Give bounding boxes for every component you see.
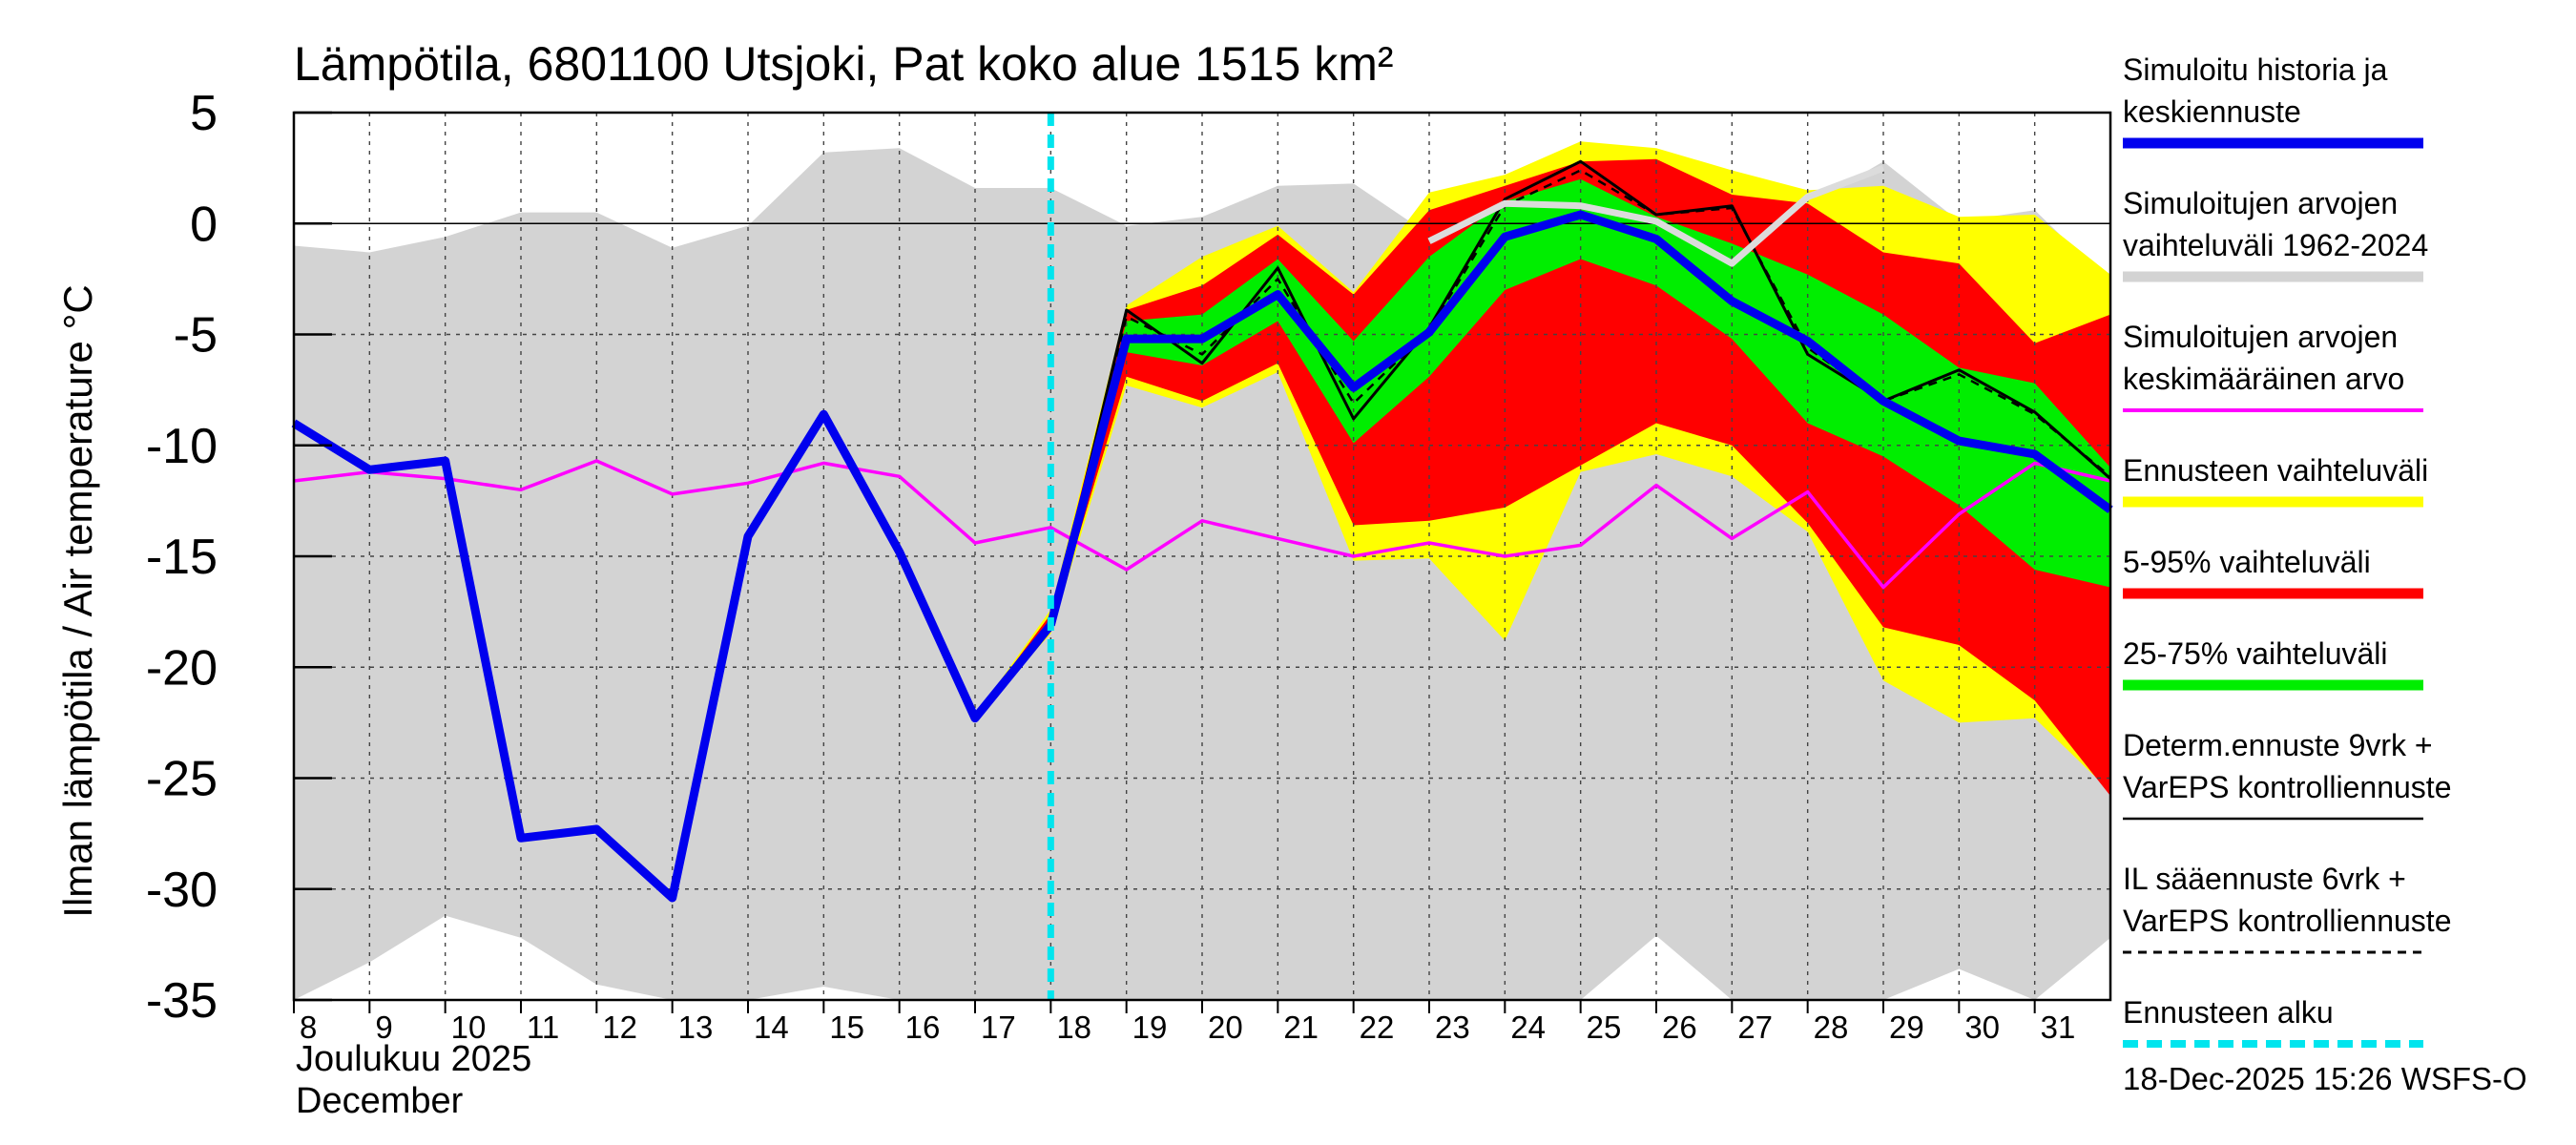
series-lines [291,113,2113,1000]
x-tick-label: 13 [678,1010,714,1045]
y-tick-label: -15 [146,530,218,585]
month-label-en: December [296,1081,464,1121]
series-line-4 [1046,210,2113,627]
y-tick-label: -5 [174,308,218,364]
x-tick-label: 14 [754,1010,789,1045]
x-tick-label: 23 [1435,1010,1470,1045]
x-tick-label: 31 [2041,1010,2076,1045]
series-line-0 [293,459,2111,590]
series-line-3 [291,409,1054,903]
x-tick-label: 15 [829,1010,864,1045]
legend-label: 25-75% vaihteluväli [2123,636,2388,671]
x-tick-label: 29 [1889,1010,1924,1045]
x-tick-label: 18 [1056,1010,1091,1045]
legend-label: vaihteluväli 1962-2024 [2123,228,2428,262]
x-tick-label: 24 [1510,1010,1546,1045]
x-tick-label: 16 [905,1010,941,1045]
legend-label: IL sääennuste 6vrk + [2123,862,2406,896]
month-label-fi: Joulukuu 2025 [296,1039,531,1079]
x-tick-label: 11 [527,1010,559,1045]
x-tick-label: 17 [981,1010,1016,1045]
y-tick-label: -30 [146,863,218,918]
x-tick-label: 12 [602,1010,637,1045]
x-tick-label: 30 [1964,1010,2000,1045]
legend-label: 5-95% vaihteluväli [2123,545,2371,579]
x-tick-label: 19 [1132,1010,1168,1045]
x-tick-label: 21 [1283,1010,1319,1045]
legend-label: keskiennuste [2123,94,2301,129]
legend-label: Simuloitujen arvojen [2123,186,2398,220]
chart-title: Lämpötila, 6801100 Utsjoki, Pat koko alu… [294,37,1394,91]
x-tick-label: 20 [1208,1010,1243,1045]
y-axis: 5 0 -5 -10 -15 -20 -25 -30 -35 [146,86,332,1029]
series-line-5 [1427,164,1885,267]
x-tick-label: 25 [1587,1010,1622,1045]
x-tick-label: 8 [300,1010,317,1045]
legend: Simuloitu historia ja keskiennuste Simuloi… [2123,52,2451,1048]
x-tick-label: 28 [1814,1010,1849,1045]
legend-label: VarEPS kontrolliennuste [2123,904,2451,938]
legend-label: Determ.ennuste 9vrk + [2123,728,2433,762]
x-tick-label: 10 [451,1010,487,1045]
y-tick-label: 5 [190,86,218,141]
x-tick-label: 9 [375,1010,392,1045]
x-axis: 8 9 10 11 12 13 14 15 16 17 18 19 20 21 22 23 24 25 26 27 28… [293,1000,2076,1045]
legend-label: keskimääräinen arvo [2123,362,2404,396]
legend-label: Simuloitujen arvojen [2123,320,2398,354]
x-tick-label: 26 [1662,1010,1697,1045]
y-tick-label: -10 [146,419,218,474]
x-tick-label: 27 [1737,1010,1773,1045]
y-tick-label: -20 [146,640,218,696]
legend-label: Ennusteen vaihteluväli [2123,453,2428,488]
y-tick-label: 0 [190,197,218,252]
y-tick-label: -35 [146,973,218,1029]
legend-label: Ennusteen alku [2123,995,2334,1030]
legend-label: Simuloitu historia ja [2123,52,2388,87]
x-tick-label: 22 [1360,1010,1395,1045]
y-tick-label: -25 [146,752,218,807]
footer-timestamp: 18-Dec-2025 15:26 WSFS-O [2123,1061,2527,1096]
y-axis-label: Ilman lämpötila / Air temperature °C [55,284,100,917]
legend-label: VarEPS kontrolliennuste [2123,770,2451,804]
band-3 [975,178,2110,717]
